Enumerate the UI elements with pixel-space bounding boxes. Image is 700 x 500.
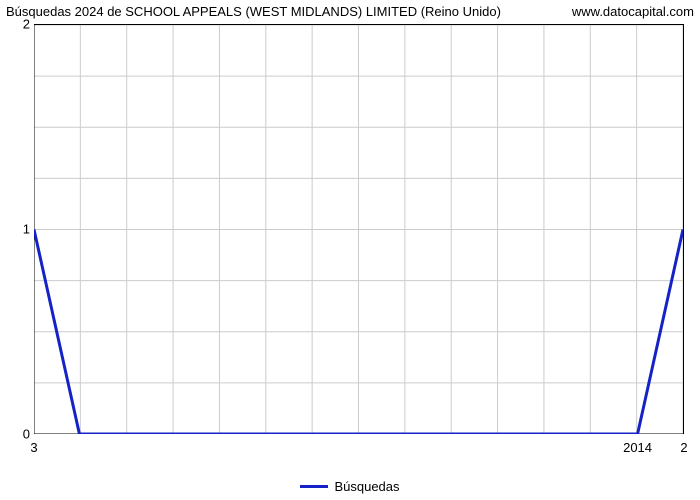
chart-legend: Búsquedas [0,479,700,494]
x-tick-label: 3 [30,440,37,455]
x-tick-label: 2 [680,440,687,455]
chart-container: Búsquedas 2024 de SCHOOL APPEALS (WEST M… [0,0,700,500]
y-tick-label: 1 [0,222,30,237]
y-tick-label: 0 [0,427,30,442]
y-tick-label: 2 [0,17,30,32]
legend-swatch [300,485,328,488]
legend-label: Búsquedas [334,479,399,494]
chart-svg [34,25,683,434]
watermark-text: www.datocapital.com [572,4,694,19]
x-tick-label: 2014 [623,440,652,455]
plot-area [34,24,684,434]
